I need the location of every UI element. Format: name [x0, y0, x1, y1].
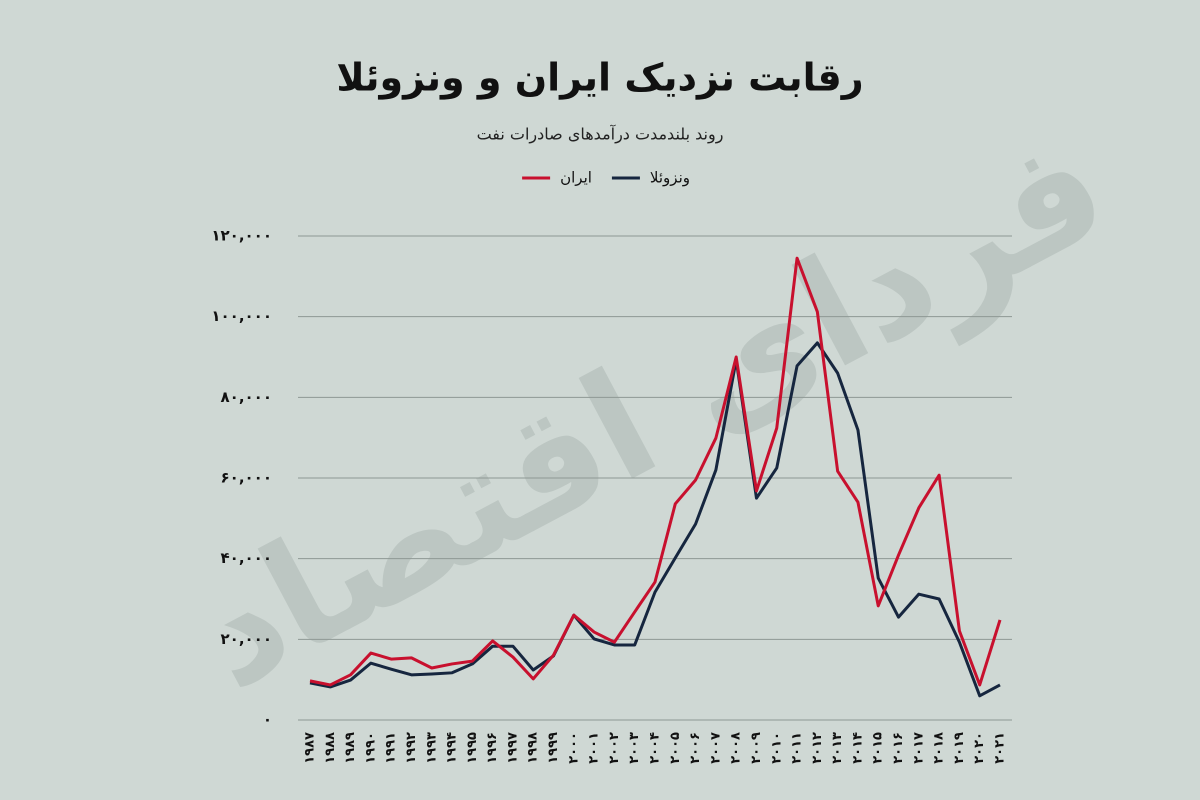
x-tick-label: ۲۰۰۴: [648, 732, 663, 764]
x-tick-label: ۲۰۲۰: [972, 732, 987, 764]
x-tick-label: ۲۰۱۲: [810, 732, 825, 764]
x-tick-label: ۲۰۰۷: [708, 732, 723, 764]
y-tick-label: ۴۰,۰۰۰: [221, 549, 272, 567]
legend-label: ونزوئلا: [650, 169, 690, 187]
y-tick-label: ۱۰۰,۰۰۰: [211, 307, 272, 325]
y-tick-label: ۶۰,۰۰۰: [221, 469, 272, 487]
x-tick-label: ۲۰۰۵: [668, 732, 683, 764]
x-tick-label: ۲۰۰۲: [607, 732, 622, 764]
x-tick-label: ۱۹۸۷: [303, 732, 318, 764]
y-tick-label: ۸۰,۰۰۰: [221, 388, 272, 406]
x-tick-label: ۱۹۹۹: [546, 732, 561, 764]
x-tick-label: ۱۹۹۰: [363, 732, 378, 764]
x-tick-label: ۲۰۱۶: [891, 732, 906, 764]
x-tick-label: ۱۹۹۴: [445, 732, 460, 764]
x-tick-label: ۱۹۹۶: [485, 732, 500, 764]
x-tick-label: ۲۰۲۱: [993, 732, 1008, 764]
x-tick-label: ۱۹۹۵: [465, 732, 480, 764]
chart-subtitle: روند بلندمدت درآمدهای صادرات نفت: [477, 125, 724, 145]
chart-title: رقابت نزدیک ایران و ونزوئلا: [336, 56, 863, 101]
x-tick-label: ۲۰۰۰: [566, 732, 581, 764]
x-tick-label: ۲۰۰۱: [587, 732, 602, 764]
x-tick-label: ۲۰۰۶: [688, 732, 703, 764]
y-tick-label: ۲۰,۰۰۰: [221, 630, 272, 648]
x-tick-label: ۲۰۱۷: [911, 732, 926, 764]
series-line: [309, 256, 1002, 687]
x-tick-label: ۲۰۱۰: [769, 732, 784, 764]
legend: ونزوئلا ایران: [522, 169, 690, 187]
x-tick-label: ۲۰۰۹: [749, 732, 764, 764]
y-tick-label: ۰: [263, 711, 272, 729]
x-tick-label: ۲۰۱۳: [830, 732, 845, 764]
x-tick-label: ۱۹۹۱: [384, 732, 399, 764]
x-tick-label: ۲۰۰۳: [627, 732, 642, 764]
x-tick-label: ۲۰۱۸: [932, 732, 947, 764]
x-tick-label: ۲۰۱۱: [790, 732, 805, 764]
legend-label: ایران: [560, 169, 592, 187]
x-tick-label: ۲۰۱۹: [952, 732, 967, 764]
x-tick-label: ۲۰۱۵: [871, 732, 886, 764]
x-tick-label: ۲۰۰۸: [729, 732, 744, 764]
x-tick-label: ۱۹۹۷: [505, 732, 520, 764]
x-tick-label: ۱۹۸۹: [343, 732, 358, 764]
y-tick-label: ۱۲۰,۰۰۰: [211, 227, 272, 245]
x-tick-label: ۱۹۹۲: [404, 732, 419, 764]
x-tick-label: ۲۰۱۴: [850, 732, 865, 764]
x-tick-label: ۱۹۸۸: [323, 732, 338, 764]
x-tick-label: ۱۹۹۳: [424, 732, 439, 764]
x-tick-label: ۱۹۹۸: [526, 732, 541, 764]
